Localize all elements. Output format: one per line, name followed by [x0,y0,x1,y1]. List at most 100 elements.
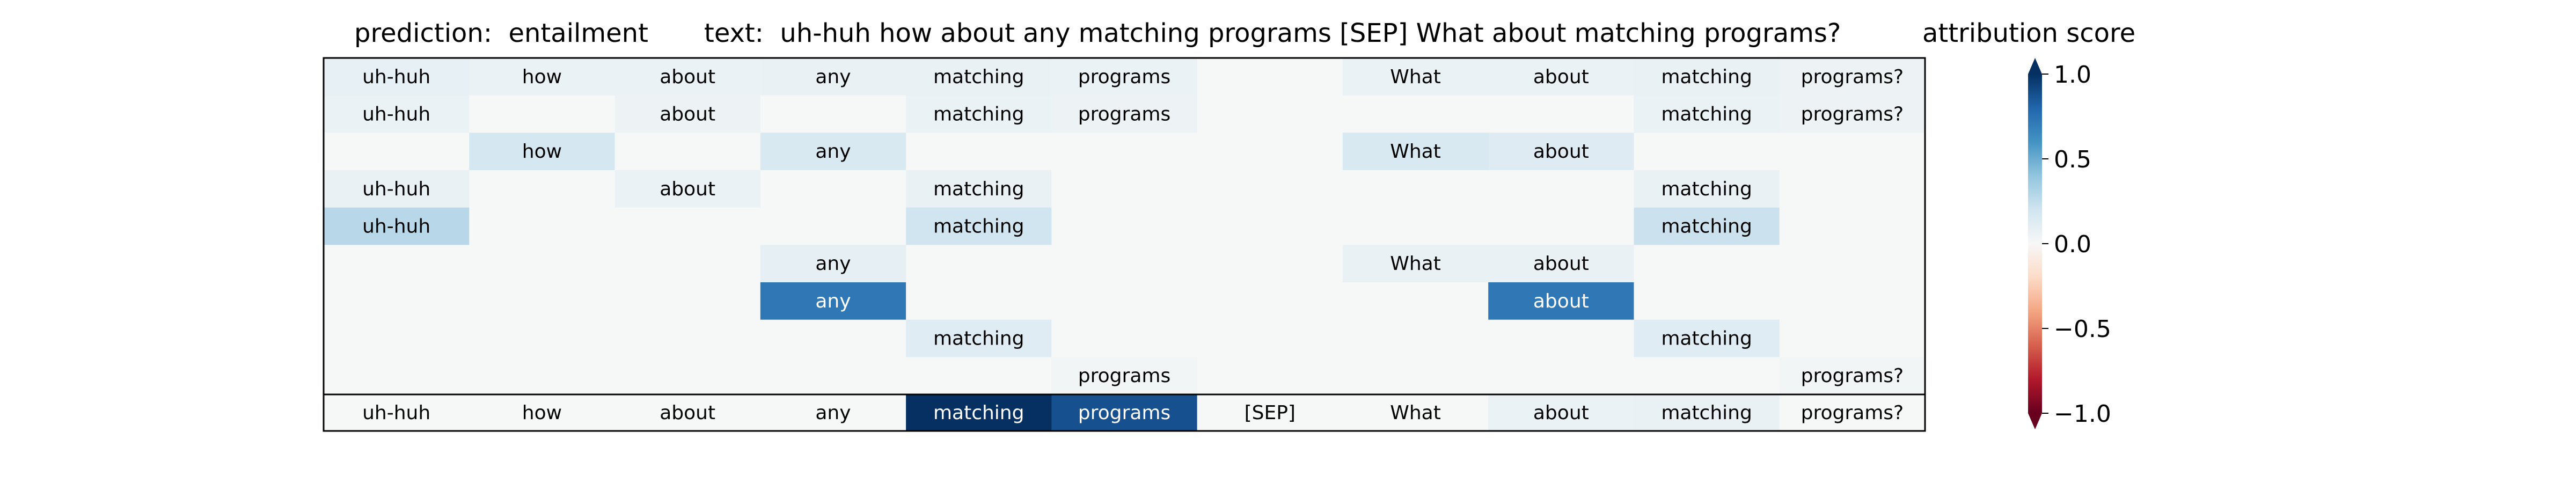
heatmap-row-4-token-label: matching [933,216,1024,238]
heatmap-row-8-cell [1342,357,1489,395]
heatmap-row-1-cell [614,95,761,133]
heatmap-row-5-cell [1779,245,1926,283]
heatmap-row-3-token-label: about [660,178,715,200]
heatmap-row-8-cell [324,357,470,395]
heatmap-row-1-cell [1342,95,1489,133]
summary-token-label: What [1390,402,1441,424]
heatmap-row-1-token-label: programs [1078,104,1170,126]
heatmap-row-0-token-label: What [1390,66,1441,88]
summary-cell [614,394,761,431]
colorbar-tick-label: −0.5 [2054,316,2111,343]
heatmap-row-0-cell [1197,58,1343,96]
heatmap-row-0-token-label: matching [933,66,1024,88]
heatmap-row-0-cell [906,58,1052,96]
heatmap-row-3-cell [1342,170,1489,208]
heatmap-row-2-token-label: any [815,141,851,163]
heatmap-row-3-token-label: matching [933,178,1024,200]
heatmap-row-5-token-label: about [1533,253,1589,275]
heatmap-row-8-cell [1051,357,1198,395]
heatmap-row-7-cell [324,319,470,357]
heatmap-row-3-token-label: matching [1661,178,1752,200]
heatmap-row-7-token-label: matching [933,328,1024,350]
heatmap-row-2-token-label: about [1533,141,1589,163]
heatmap-row-3-token-label: uh-huh [362,178,430,200]
heatmap-row-0-cell [1779,58,1926,96]
heatmap-row-0-token-label: about [660,66,715,88]
heatmap-row-8-token-label: programs [1078,365,1170,387]
heatmap-row-2-cell [324,133,470,171]
summary-cell [1634,394,1780,431]
heatmap-row-0-cell [614,58,761,96]
summary-row: uh-huh how about any matching programs [SEP] Wh… [324,394,1926,431]
heatmap-row-6-cell [760,282,906,320]
summary-cell [1051,394,1198,431]
heatmap-row-5-token-label: any [815,253,851,275]
heatmap-row-4-cell [760,207,906,245]
heatmap-row-3-cell [1197,170,1343,208]
heatmap-row-3-cell [1634,170,1780,208]
heatmap-row-0-cell [1051,58,1198,96]
heatmap-row-4-cell [1488,207,1634,245]
heatmap-row-8-cell [1488,357,1634,395]
heatmap-row-1-token-label: about [660,104,715,126]
heatmap-row-3-cell [1051,170,1198,208]
heatmap-row-4-cell [906,207,1052,245]
colorbar-body [2028,74,2042,413]
heatmap-row-5-cell [1051,245,1198,283]
heatmap-row-6-cell [324,282,470,320]
heatmap-row-8-cell [1779,357,1926,395]
summary-cell [1197,394,1343,431]
heatmap-row-4-cell [1197,207,1343,245]
summary-frame [323,393,1926,432]
heatmap-row-1-cell [1051,95,1198,133]
heatmap-row-0-cell [324,58,470,96]
heatmap-row-7-cell [1488,319,1634,357]
heatmap-row-6-cell [1488,282,1634,320]
heatmap-row-3-cell [760,170,906,208]
heatmap-row-0-token-label: matching [1661,66,1752,88]
heatmap-row-1-cell [1488,95,1634,133]
summary-cell [1779,394,1926,431]
heatmap-row-8-cell [760,357,906,395]
heatmap-row-5-cell [906,245,1052,283]
heatmap-row-2-token-label: how [522,141,562,163]
heatmap-row-4-cell [324,207,470,245]
heatmap-row-1-cell [1779,95,1926,133]
heatmap-row-3-cell [906,170,1052,208]
heatmap-row-7-cell [614,319,761,357]
heatmap-row-4-cell [1342,207,1489,245]
heatmap-row-7-cell [469,319,616,357]
heatmap-row-6-cell [1051,282,1198,320]
heatmap-row-7-cell [1342,319,1489,357]
summary-cell [469,394,616,431]
heatmap-row-8-cell [1634,357,1780,395]
summary-token-label: uh-huh [362,402,430,424]
heatmap-row-6-cell [1342,282,1489,320]
summary-token-label: any [815,402,851,424]
summary-token-label: how [522,402,562,424]
summary-token-label: matching [1661,402,1752,424]
prediction-title: prediction: entailment [354,18,648,48]
colorbar-label: attribution score [1922,18,2135,48]
heatmap-row-7-cell [1779,319,1926,357]
heatmap-row-8-cell [1197,357,1343,395]
heatmap-row-5-cell [1342,245,1489,283]
heatmap-row-5-cell [1488,245,1634,283]
heatmap-row-1-cell [1634,95,1780,133]
heatmap-row-2-cell [1051,133,1198,171]
colorbar [2028,58,2042,429]
heatmap-row-4-cell [614,207,761,245]
heatmap-row-0-cell [1634,58,1780,96]
heatmap-row-5-token-label: What [1390,253,1441,275]
heatmap-row-7-cell [906,319,1052,357]
heatmap-row-6-cell [614,282,761,320]
heatmap-row-4-cell [1051,207,1198,245]
heatmap-row-5-cell [469,245,616,283]
heatmap-row-5-cell [614,245,761,283]
summary-cell [1342,394,1489,431]
heatmap-row-6-cell [469,282,616,320]
heatmap-row-4-cell [1634,207,1780,245]
heatmap-row-4-cell [1779,207,1926,245]
heatmap-row-0-token-label: how [522,66,562,88]
heatmap-row-5-cell [1197,245,1343,283]
